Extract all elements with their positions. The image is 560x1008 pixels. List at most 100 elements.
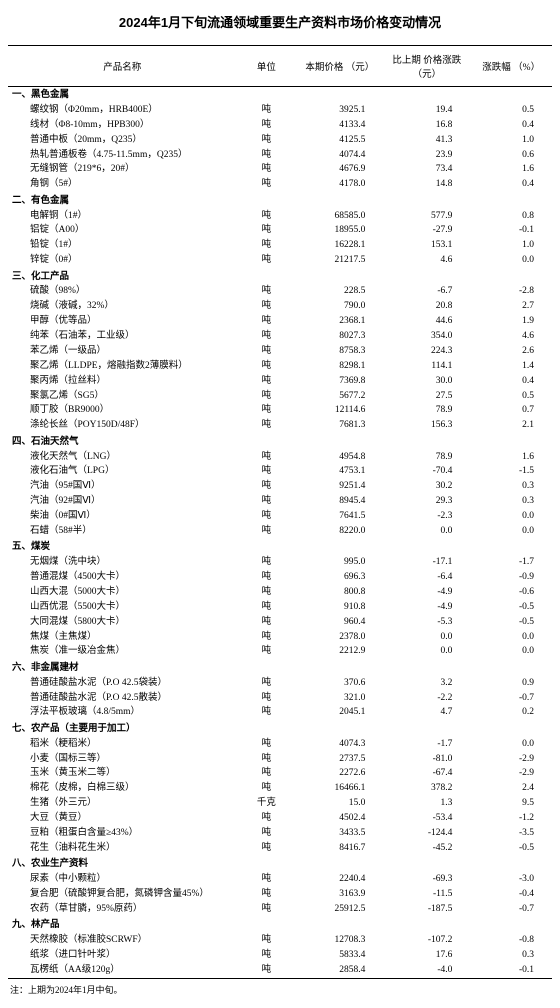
change-cell: 577.9	[383, 209, 470, 224]
change-cell: 4.7	[383, 706, 470, 721]
product-name: 山西大混（5000大卡）	[8, 585, 236, 600]
pct-cell: -1.5	[470, 465, 552, 480]
price-cell: 16466.1	[296, 782, 383, 797]
unit-cell: 吨	[236, 103, 296, 118]
document-page: 2024年1月下旬流通领域重要生产资料市场价格变动情况 产品名称 单位 本期价格…	[0, 0, 560, 1008]
unit-cell: 吨	[236, 480, 296, 495]
table-row: 顺丁胶（BR9000）吨12114.678.90.7	[8, 404, 552, 419]
change-cell: 0.0	[383, 524, 470, 539]
price-cell: 12114.6	[296, 404, 383, 419]
product-name: 大豆（黄豆）	[8, 812, 236, 827]
pct-cell: 0.5	[470, 103, 552, 118]
product-name: 花生（油料花生米）	[8, 841, 236, 856]
product-name: 聚乙烯（LLDPE，熔融指数2薄膜料）	[8, 359, 236, 374]
section-heading-row: 三、化工产品	[8, 269, 552, 285]
price-cell: 4676.9	[296, 163, 383, 178]
product-name: 大同混煤（5800大卡）	[8, 615, 236, 630]
unit-cell: 吨	[236, 556, 296, 571]
product-name: 无烟煤（洗中块）	[8, 556, 236, 571]
unit-cell: 吨	[236, 495, 296, 510]
unit-cell: 吨	[236, 767, 296, 782]
price-cell: 7369.8	[296, 374, 383, 389]
change-cell: -11.5	[383, 887, 470, 902]
table-row: 线材（Φ8-10mm，HPB300）吨4133.416.80.4	[8, 118, 552, 133]
pct-cell: 0.2	[470, 706, 552, 721]
product-name: 涤纶长丝（POY150D/48F）	[8, 419, 236, 434]
header-row: 产品名称 单位 本期价格 （元） 比上期 价格涨跌 （元） 涨跌幅 （%）	[8, 46, 552, 87]
table-row: 稻米（粳稻米）吨4074.3-1.70.0	[8, 737, 552, 752]
change-cell: 78.9	[383, 450, 470, 465]
pct-cell: -0.1	[470, 224, 552, 239]
price-cell: 960.4	[296, 615, 383, 630]
price-cell: 68585.0	[296, 209, 383, 224]
pct-cell: 1.4	[470, 359, 552, 374]
product-name: 角钢（5#）	[8, 178, 236, 193]
change-cell: 27.5	[383, 389, 470, 404]
pct-cell: 0.8	[470, 209, 552, 224]
pct-cell: 2.4	[470, 782, 552, 797]
table-row: 浮法平板玻璃（4.8/5mm）吨2045.14.70.2	[8, 706, 552, 721]
price-cell: 25912.5	[296, 902, 383, 917]
section-heading-row: 七、农产品（主要用于加工）	[8, 721, 552, 737]
change-cell: -17.1	[383, 556, 470, 571]
change-cell: 44.6	[383, 315, 470, 330]
price-cell: 321.0	[296, 691, 383, 706]
unit-cell: 吨	[236, 585, 296, 600]
price-cell: 5833.4	[296, 948, 383, 963]
table-row: 无缝钢管（219*6，20#）吨4676.973.41.6	[8, 163, 552, 178]
header-unit: 单位	[236, 46, 296, 87]
change-cell: 4.6	[383, 254, 470, 269]
unit-cell: 吨	[236, 209, 296, 224]
change-cell: 114.1	[383, 359, 470, 374]
pct-cell: -0.6	[470, 585, 552, 600]
unit-cell: 吨	[236, 645, 296, 660]
change-cell: 78.9	[383, 404, 470, 419]
price-cell: 8416.7	[296, 841, 383, 856]
table-row: 尿素（中小颗粒）吨2240.4-69.3-3.0	[8, 873, 552, 888]
unit-cell: 吨	[236, 163, 296, 178]
table-row: 花生（油料花生米）吨8416.7-45.2-0.5	[8, 841, 552, 856]
pct-cell: 0.7	[470, 404, 552, 419]
table-row: 纯苯（石油苯，工业级）吨8027.3354.04.6	[8, 330, 552, 345]
product-name: 纯苯（石油苯，工业级）	[8, 330, 236, 345]
product-name: 棉花（皮棉，白棉三级）	[8, 782, 236, 797]
table-row: 山西大混（5000大卡）吨800.8-4.9-0.6	[8, 585, 552, 600]
unit-cell: 吨	[236, 948, 296, 963]
price-cell: 800.8	[296, 585, 383, 600]
pct-cell: 0.0	[470, 510, 552, 525]
change-cell: 19.4	[383, 103, 470, 118]
table-row: 汽油（92#国Ⅵ）吨8945.429.30.3	[8, 495, 552, 510]
pct-cell: 1.6	[470, 163, 552, 178]
pct-cell: 0.0	[470, 737, 552, 752]
unit-cell: 吨	[236, 752, 296, 767]
table-row: 锌锭（0#）吨21217.54.60.0	[8, 254, 552, 269]
change-cell: 30.2	[383, 480, 470, 495]
pct-cell: -3.0	[470, 873, 552, 888]
unit-cell: 吨	[236, 178, 296, 193]
price-cell: 4753.1	[296, 465, 383, 480]
pct-cell: 0.3	[470, 495, 552, 510]
change-cell: 354.0	[383, 330, 470, 345]
table-row: 甲醇（优等品）吨2368.144.61.9	[8, 315, 552, 330]
unit-cell: 吨	[236, 300, 296, 315]
pct-cell: -0.8	[470, 934, 552, 949]
unit-cell: 吨	[236, 676, 296, 691]
table-row: 生猪（外三元）千克15.01.39.5	[8, 797, 552, 812]
price-cell: 18955.0	[296, 224, 383, 239]
pct-cell: 1.0	[470, 239, 552, 254]
unit-cell: 吨	[236, 841, 296, 856]
change-cell: -81.0	[383, 752, 470, 767]
product-name: 液化石油气（LPG）	[8, 465, 236, 480]
pct-cell: 2.7	[470, 300, 552, 315]
unit-cell: 吨	[236, 359, 296, 374]
unit-cell: 吨	[236, 887, 296, 902]
price-cell: 2240.4	[296, 873, 383, 888]
change-cell: 14.8	[383, 178, 470, 193]
pct-cell: 0.4	[470, 178, 552, 193]
product-name: 顺丁胶（BR9000）	[8, 404, 236, 419]
table-row: 瓦楞纸（AA级120g）吨2858.4-4.0-0.1	[8, 963, 552, 978]
table-row: 角钢（5#）吨4178.014.80.4	[8, 178, 552, 193]
product-name: 柴油（0#国Ⅵ）	[8, 510, 236, 525]
product-name: 普通混煤（4500大卡）	[8, 571, 236, 586]
price-cell: 370.6	[296, 676, 383, 691]
